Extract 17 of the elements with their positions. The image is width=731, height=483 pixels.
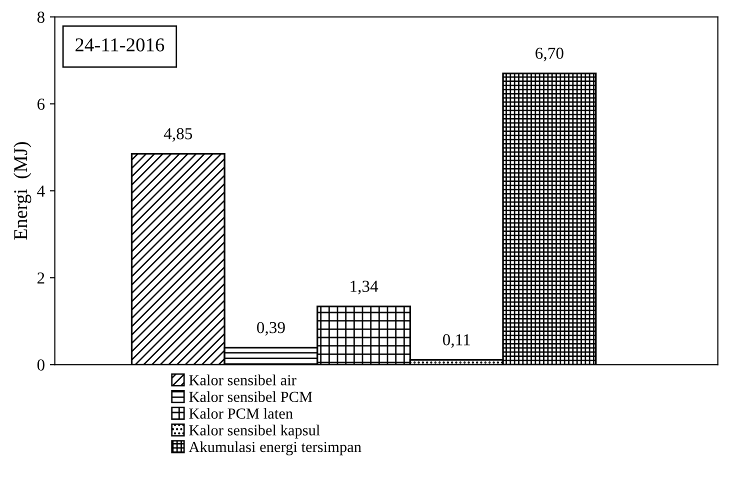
legend-label: Kalor PCM laten — [189, 408, 293, 419]
data-label: 6,70 — [536, 48, 564, 62]
y-axis-title: Energi (MJ) — [14, 142, 32, 240]
data-label: 0,11 — [442, 334, 470, 348]
legend-label: Kalor sensibel air — [189, 374, 296, 386]
data-label: 0,39 — [257, 322, 285, 336]
data-label: 1,34 — [350, 280, 378, 294]
legend-label: Kalor sensibel PCM — [189, 391, 312, 402]
y-tick-label: 2 — [38, 272, 44, 284]
y-tick-label: 4 — [37, 186, 45, 197]
y-tick-label: 0 — [37, 359, 44, 371]
y-tick-label: 6 — [37, 98, 45, 110]
legend-label: Akumulasi energi tersimpan — [188, 441, 362, 456]
legend-label: Kalor sensibel kapsul — [189, 424, 320, 439]
annotation: 24-11-2016 — [76, 38, 164, 52]
data-label: 4,85 — [164, 128, 192, 142]
y-tick-label: 8 — [37, 12, 44, 23]
